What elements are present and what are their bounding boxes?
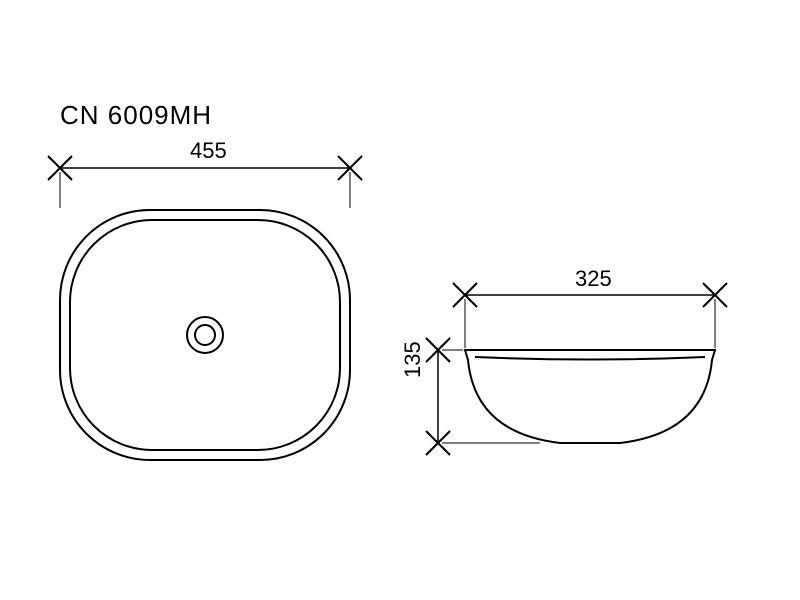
top-dimension-label: 455 xyxy=(190,138,227,164)
drain-outer xyxy=(187,317,223,353)
product-code: CN 6009MH xyxy=(60,100,212,131)
top-inner-shape xyxy=(70,220,340,450)
side-height-label: 135 xyxy=(400,341,426,378)
side-inner-shape xyxy=(475,357,705,360)
drain-inner xyxy=(195,325,215,345)
technical-drawing xyxy=(0,0,800,600)
top-outer-shape xyxy=(60,210,350,460)
side-outer-shape xyxy=(465,350,715,443)
side-width-label: 325 xyxy=(575,266,612,292)
